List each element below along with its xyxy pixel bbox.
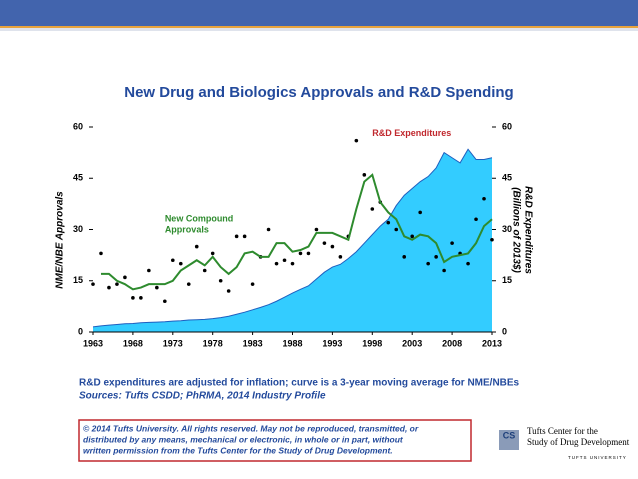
y2-axis-label: R&D Expenditures: [522, 186, 533, 274]
logo-text: Study of Drug Development: [527, 437, 630, 447]
y-tick-label: 45: [73, 173, 83, 183]
approval-dot: [298, 251, 303, 256]
approval-dot: [490, 237, 494, 242]
approval-dot: [186, 282, 191, 286]
approval-dot: [282, 258, 287, 263]
approval-dot: [202, 268, 207, 273]
approval-dot: [99, 251, 103, 256]
approval-dot: [450, 241, 454, 245]
university: TUFTS UNIVERSITY: [568, 455, 627, 460]
approval-dot: [155, 285, 159, 290]
x-tick-label: 1988: [282, 338, 302, 348]
logo-text: Tufts Center for the: [527, 426, 598, 436]
approval-dot: [394, 227, 399, 232]
approval-dot: [266, 227, 271, 232]
approval-dot: [178, 261, 183, 266]
source: Sources: Tufts CSDD; PhRMA, 2014 Industr…: [79, 391, 326, 402]
approval-dot: [434, 255, 438, 259]
x-tick-label: 2003: [402, 338, 422, 348]
y2-tick-label: 30: [502, 224, 512, 234]
chart-title: New Drug and Biologics Approvals and R&D…: [124, 84, 513, 101]
approval-dot: [242, 234, 247, 239]
approval-dot: [107, 285, 111, 290]
annotation: New Compound: [165, 214, 234, 224]
rd-area: [93, 149, 492, 332]
approval-dot: [442, 268, 446, 273]
approval-dot: [194, 244, 199, 249]
copyright: distributed by any means, mechanical or …: [83, 434, 404, 444]
moving-average: [100, 173, 493, 291]
header-bar: [0, 0, 638, 26]
approval-dot: [290, 261, 295, 266]
header-shadow: [0, 28, 638, 31]
approval-dot: [115, 282, 119, 286]
header-rule: [0, 26, 638, 28]
approval-dot: [386, 220, 391, 225]
approval-dot: [466, 261, 470, 266]
approval-dot: [338, 255, 343, 259]
approval-dot: [234, 234, 239, 239]
approval-dot: [147, 268, 151, 273]
rd-edge: [92, 148, 493, 328]
logo-mark: CS: [503, 430, 516, 440]
x-tick-label: 2008: [442, 338, 462, 348]
approval-dot: [171, 258, 175, 263]
approval-dot: [226, 289, 231, 293]
approval-dot: [426, 261, 430, 266]
x-tick-label: 1968: [123, 338, 143, 348]
y-tick-label: 30: [73, 224, 83, 234]
approval-dot: [362, 173, 367, 177]
annotation: Approvals: [165, 225, 209, 235]
approval-dot: [402, 255, 407, 259]
y2-tick-label: 0: [502, 326, 507, 336]
approval-dot: [354, 138, 359, 143]
x-tick-label: 2013: [482, 338, 502, 348]
approval-dot: [131, 296, 135, 300]
x-tick-label: 1983: [243, 338, 263, 348]
approval-dot: [306, 251, 311, 256]
y-tick-label: 15: [73, 275, 83, 285]
approval-dot: [322, 241, 327, 245]
copyright: © 2014 Tufts University. All rights rese…: [83, 423, 419, 433]
approval-dot: [370, 207, 375, 211]
y2-tick-label: 45: [502, 173, 512, 183]
y2-tick-label: 60: [502, 121, 512, 131]
approval-dot: [139, 296, 143, 300]
copyright: written permission from the Tufts Center…: [83, 445, 393, 455]
approval-dot: [250, 282, 255, 286]
x-tick-label: 1963: [83, 338, 103, 348]
x-tick-label: 1993: [322, 338, 342, 348]
note: R&D expenditures are adjusted for inflat…: [79, 378, 520, 389]
x-tick-label: 1973: [163, 338, 183, 348]
y-axis-label: NME/NBE Approvals: [55, 191, 66, 289]
approval-dot: [330, 244, 335, 249]
approval-dot: [123, 275, 127, 280]
approval-dot: [482, 196, 486, 201]
approval-dot: [274, 261, 279, 266]
approval-dot: [410, 234, 415, 239]
copyright-box: [78, 419, 472, 462]
approval-dot: [314, 227, 319, 232]
approval-dot: [163, 299, 167, 304]
approval-dot: [474, 217, 478, 222]
x-tick-label: 1978: [203, 338, 223, 348]
y2-axis-label: (Billions of 2013$): [510, 187, 521, 273]
x-tick-label: 1998: [362, 338, 382, 348]
approval-dot: [91, 282, 95, 286]
annotation: R&D Expenditures: [372, 128, 451, 138]
y-tick-label: 60: [73, 121, 83, 131]
y-tick-label: 0: [78, 326, 83, 336]
y2-tick-label: 15: [502, 275, 512, 285]
logo-icon: [499, 430, 519, 450]
approval-dot: [418, 210, 422, 215]
approval-dot: [210, 251, 215, 256]
approval-dot: [218, 278, 223, 283]
